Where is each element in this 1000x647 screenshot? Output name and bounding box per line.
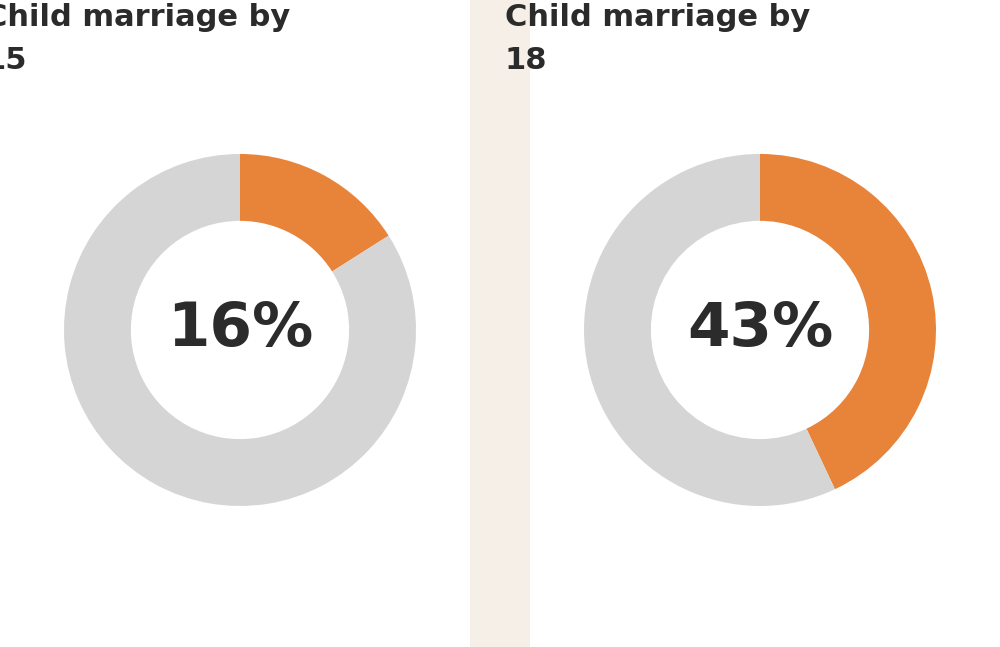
Text: Child marriage by
18: Child marriage by 18 <box>505 3 810 75</box>
Wedge shape <box>584 154 835 506</box>
Wedge shape <box>240 154 389 272</box>
Text: 43%: 43% <box>687 300 833 360</box>
Wedge shape <box>760 154 936 489</box>
Text: 16%: 16% <box>167 300 313 360</box>
Wedge shape <box>64 154 416 506</box>
Text: Child marriage by
15: Child marriage by 15 <box>0 3 290 75</box>
